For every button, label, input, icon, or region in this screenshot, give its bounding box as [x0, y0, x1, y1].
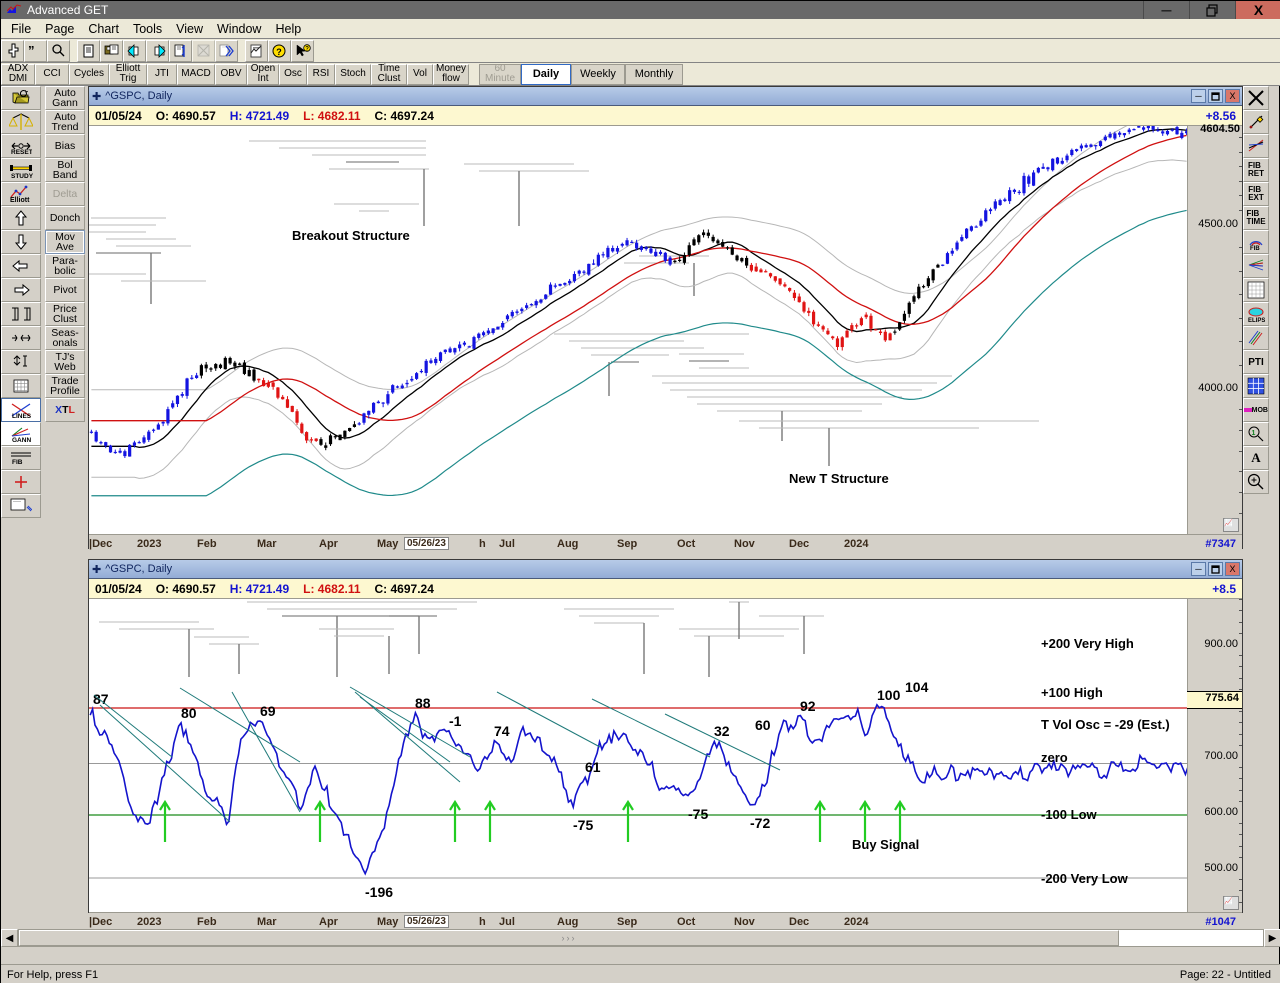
- svg-text:FIB: FIB: [1250, 246, 1260, 251]
- svg-text:FIB: FIB: [12, 459, 23, 465]
- svg-text:GANN: GANN: [12, 437, 31, 442]
- svg-text:STUDY: STUDY: [11, 173, 33, 178]
- svg-text:ELIPS: ELIPS: [1248, 318, 1265, 323]
- svg-text:1: 1: [1252, 430, 1256, 437]
- svg-text:LINES: LINES: [12, 413, 32, 418]
- svg-text:”: ”: [28, 43, 35, 58]
- svg-text:RESET: RESET: [11, 149, 32, 154]
- svg-text:Elliott: Elliott: [10, 197, 30, 203]
- svg-text:?: ?: [276, 47, 282, 57]
- svg-text:?: ?: [305, 46, 309, 52]
